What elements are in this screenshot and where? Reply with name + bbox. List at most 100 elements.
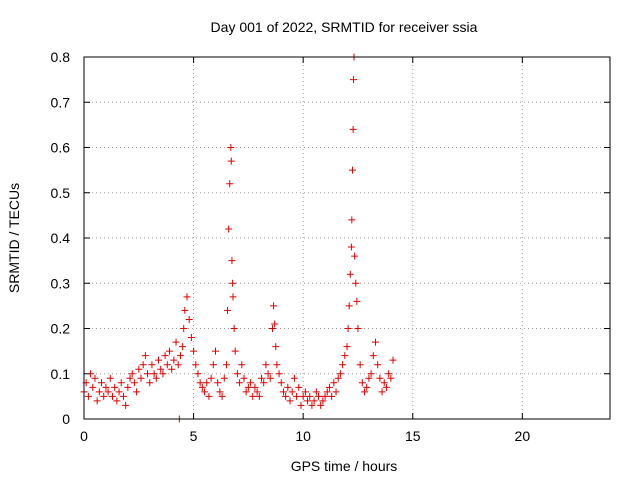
y-tick-label: 0.3 bbox=[51, 275, 71, 291]
data-point bbox=[348, 216, 356, 224]
y-tick-label: 0 bbox=[62, 411, 70, 427]
data-point bbox=[196, 379, 204, 387]
data-point bbox=[225, 225, 233, 233]
data-point bbox=[218, 392, 226, 400]
data-point bbox=[238, 361, 246, 369]
data-point bbox=[181, 306, 189, 314]
data-point bbox=[214, 379, 222, 387]
data-point bbox=[185, 315, 193, 323]
data-point bbox=[356, 361, 364, 369]
data-point bbox=[268, 325, 276, 332]
grid-lines bbox=[84, 57, 610, 419]
data-point bbox=[144, 370, 152, 378]
data-point bbox=[382, 383, 390, 391]
data-point bbox=[266, 374, 274, 382]
data-point bbox=[349, 125, 357, 133]
data-point bbox=[220, 374, 228, 382]
data-point bbox=[344, 325, 352, 332]
data-point bbox=[198, 383, 206, 391]
data-point bbox=[387, 374, 395, 382]
data-point bbox=[117, 379, 125, 387]
data-point bbox=[146, 379, 154, 387]
data-point bbox=[350, 76, 358, 84]
data-point bbox=[180, 325, 188, 332]
data-point bbox=[229, 293, 237, 301]
data-point bbox=[273, 361, 281, 369]
data-point bbox=[155, 356, 163, 364]
data-point bbox=[100, 392, 108, 400]
data-point bbox=[299, 392, 307, 400]
data-point bbox=[133, 388, 141, 396]
data-point bbox=[371, 338, 379, 346]
y-tick-label: 0.5 bbox=[51, 185, 71, 201]
data-point bbox=[315, 392, 323, 400]
data-point bbox=[135, 365, 143, 373]
tick-marks bbox=[83, 56, 610, 420]
data-point bbox=[130, 379, 138, 387]
data-point bbox=[212, 347, 219, 355]
data-point bbox=[293, 392, 301, 400]
data-point bbox=[334, 374, 342, 382]
x-tick-label: 20 bbox=[515, 428, 531, 444]
data-point bbox=[119, 392, 127, 400]
data-point bbox=[378, 388, 386, 396]
data-point bbox=[367, 370, 375, 378]
data-point bbox=[111, 383, 119, 391]
data-point bbox=[332, 388, 340, 396]
data-point bbox=[179, 343, 187, 351]
data-point bbox=[222, 361, 230, 369]
data-point bbox=[183, 293, 191, 301]
data-point bbox=[227, 157, 235, 165]
data-point bbox=[207, 374, 215, 382]
data-point bbox=[369, 352, 377, 360]
data-point bbox=[264, 370, 272, 378]
data-point bbox=[161, 352, 169, 360]
data-points bbox=[80, 53, 397, 423]
data-point bbox=[170, 356, 178, 364]
y-tick-label: 0.8 bbox=[51, 49, 71, 65]
x-tick-labels: 0 5 10 15 20 bbox=[80, 428, 530, 444]
data-point bbox=[139, 361, 147, 369]
y-tick-label: 0.2 bbox=[51, 321, 71, 337]
data-point bbox=[319, 397, 327, 405]
data-point bbox=[216, 388, 224, 396]
data-point bbox=[224, 306, 232, 314]
data-point bbox=[137, 374, 145, 382]
data-point bbox=[306, 392, 314, 400]
data-point bbox=[258, 374, 266, 382]
data-point bbox=[203, 379, 211, 387]
data-point bbox=[172, 338, 180, 346]
data-point bbox=[374, 361, 382, 369]
data-point bbox=[351, 252, 359, 260]
data-point bbox=[231, 347, 239, 355]
data-point bbox=[240, 374, 248, 382]
data-point bbox=[341, 352, 349, 360]
data-point bbox=[297, 401, 305, 409]
y-tick-labels: 0 0.1 0.2 0.3 0.4 0.5 0.6 0.7 0.8 bbox=[51, 49, 71, 427]
data-point bbox=[108, 392, 116, 400]
data-point bbox=[279, 388, 287, 396]
data-point bbox=[115, 388, 123, 396]
data-point bbox=[325, 383, 333, 391]
data-point bbox=[122, 401, 130, 409]
data-point bbox=[230, 325, 238, 332]
x-tick-label: 0 bbox=[80, 428, 88, 444]
data-point bbox=[282, 392, 290, 400]
data-point bbox=[321, 392, 329, 400]
data-point bbox=[228, 257, 236, 265]
data-point bbox=[317, 401, 325, 409]
data-point bbox=[389, 356, 397, 364]
data-point bbox=[365, 374, 373, 382]
chart-title: Day 001 of 2022, SRMTID for receiver ssi… bbox=[211, 19, 478, 35]
data-point bbox=[290, 374, 298, 382]
data-point bbox=[187, 334, 195, 342]
data-point bbox=[209, 361, 217, 369]
data-point bbox=[255, 392, 263, 400]
data-point bbox=[253, 388, 261, 396]
data-point bbox=[295, 383, 303, 391]
data-point bbox=[308, 401, 316, 409]
data-point bbox=[348, 166, 356, 174]
data-point bbox=[385, 370, 393, 378]
y-tick-label: 0.1 bbox=[51, 366, 71, 382]
data-point bbox=[358, 379, 366, 387]
